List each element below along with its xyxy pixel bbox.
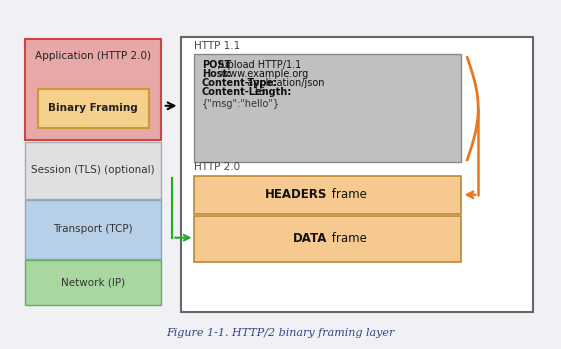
Text: Transport (TCP): Transport (TCP): [53, 224, 133, 235]
Text: Content-Length:: Content-Length:: [201, 87, 292, 97]
Bar: [25, 200, 161, 259]
Text: Session (TLS) (optional): Session (TLS) (optional): [31, 165, 155, 175]
Text: DATA: DATA: [293, 232, 328, 245]
Text: 15: 15: [250, 87, 265, 97]
Text: Host:: Host:: [201, 69, 231, 79]
Bar: [25, 260, 161, 305]
Text: frame: frame: [328, 188, 366, 201]
Bar: [25, 142, 161, 199]
Bar: [25, 39, 161, 140]
Text: HEADERS: HEADERS: [265, 188, 328, 201]
Text: Network (IP): Network (IP): [61, 278, 125, 288]
Text: frame: frame: [328, 232, 366, 245]
Bar: [195, 216, 461, 262]
Text: Application (HTTP 2.0): Application (HTTP 2.0): [35, 51, 151, 61]
Text: Figure 1-1. HTTP/2 binary framing layer: Figure 1-1. HTTP/2 binary framing layer: [166, 328, 395, 337]
Text: Binary Framing: Binary Framing: [48, 103, 138, 113]
Text: HTTP 1.1: HTTP 1.1: [195, 41, 241, 51]
Text: application/json: application/json: [243, 78, 324, 88]
Text: HTTP 2.0: HTTP 2.0: [195, 162, 241, 172]
Text: Content-Type:: Content-Type:: [201, 78, 278, 88]
Bar: [195, 176, 461, 214]
Text: /upload HTTP/1.1: /upload HTTP/1.1: [214, 60, 301, 70]
Bar: [195, 54, 461, 163]
Text: www.example.org: www.example.org: [218, 69, 308, 79]
Text: {"msg":"hello"}: {"msg":"hello"}: [201, 99, 280, 109]
Bar: [38, 89, 149, 128]
Bar: [181, 37, 533, 312]
Text: POST: POST: [201, 60, 231, 70]
